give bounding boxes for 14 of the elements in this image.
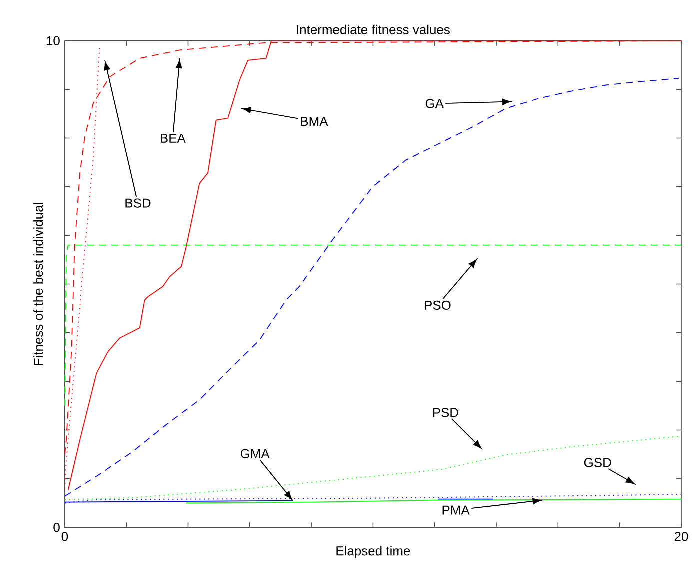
annotation: PMA [442, 506, 470, 516]
x-axis-title: Elapsed time [336, 546, 410, 558]
x-tick-label: 20 [674, 532, 688, 542]
annotation: GSD [584, 458, 612, 468]
annotation: BMA [301, 117, 328, 126]
annotation: BEA [161, 134, 186, 144]
y-axis-title: Fitness of the best individual [34, 203, 44, 366]
annotation: GA [426, 99, 444, 109]
annotation: GMA [240, 449, 270, 459]
y-tick-label: 10 [46, 36, 60, 46]
annotation: PSD [433, 408, 458, 418]
annotation: BSD [126, 198, 151, 208]
chart-title: Intermediate fitness values [297, 25, 450, 35]
annotation: PSO [425, 301, 451, 310]
